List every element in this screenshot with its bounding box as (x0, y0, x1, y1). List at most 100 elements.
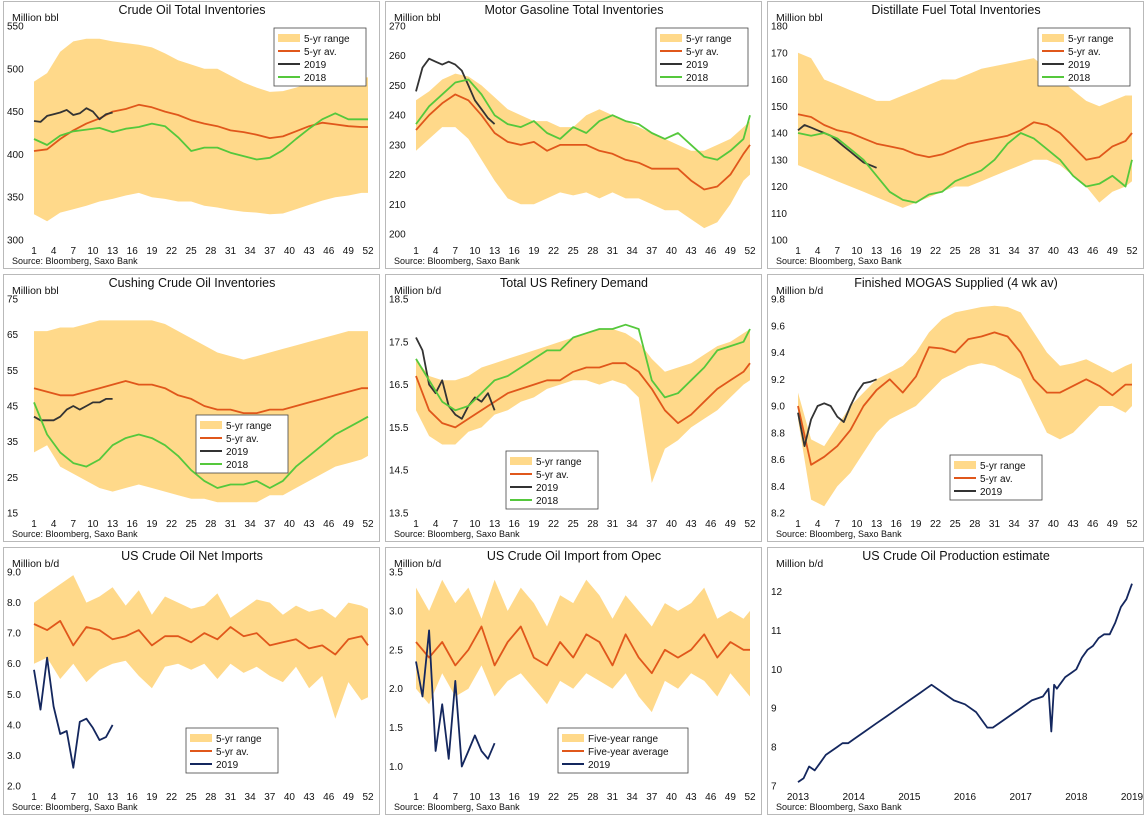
chart-title: Finished MOGAS Supplied (4 wk av) (854, 276, 1058, 290)
x-tick-label: 40 (666, 519, 678, 530)
x-tick-label: 31 (607, 246, 619, 257)
x-tick-label: 49 (343, 519, 355, 530)
x-tick-label: 40 (284, 519, 296, 530)
y-tick-label: 120 (771, 182, 788, 193)
y-axis-label: Million bbl (776, 12, 823, 24)
chart-source: Source: Bloomberg, Saxo Bank (394, 529, 520, 539)
legend-label: 2018 (226, 460, 249, 471)
series-line-1 (415, 362, 751, 429)
x-tick-label: 4 (433, 792, 439, 803)
y-tick-label: 4.0 (7, 720, 21, 731)
legend-label: 2019 (216, 760, 239, 771)
chart-title: Total US Refinery Demand (500, 276, 648, 290)
x-tick-label: 13 (107, 792, 119, 803)
x-tick-label: 13 (871, 519, 883, 530)
x-tick-label: 28 (205, 246, 217, 257)
chart-source: Source: Bloomberg, Saxo Bank (776, 256, 902, 266)
x-tick-label: 40 (1048, 246, 1060, 257)
y-tick-label: 18.5 (389, 295, 409, 306)
x-tick-label: 49 (1107, 519, 1119, 530)
x-tick-label: 4 (815, 246, 821, 257)
legend-label: 2019 (1068, 60, 1091, 71)
x-tick-label: 22 (548, 519, 560, 530)
series-line-0 (797, 583, 1133, 783)
chart-panel-opec-imports: US Crude Oil Import from Opec Million b/d… (385, 547, 762, 815)
series-line-2 (797, 124, 877, 169)
series-band-0 (798, 305, 1132, 507)
series-band-0 (34, 38, 368, 222)
chart-title: Cushing Crude Oil Inventories (109, 276, 276, 290)
y-tick-label: 25 (7, 473, 19, 484)
chart-panel-production: US Crude Oil Production estimate Million … (767, 547, 1144, 815)
y-tick-label: 500 (7, 64, 24, 75)
chart-title: Motor Gasoline Total Inventories (484, 3, 663, 17)
series-line-2 (33, 398, 113, 422)
y-tick-label: 10 (771, 665, 783, 676)
x-tick-label: 4 (433, 519, 439, 530)
legend-label: Five-year range (588, 734, 658, 745)
chart-svg: US Crude Oil Net Imports Million b/d 2.0 3.… (7, 549, 374, 812)
x-tick-label: 1 (413, 519, 419, 530)
x-tick-label: 52 (1126, 519, 1138, 530)
y-tick-label: 65 (7, 330, 19, 341)
y-tick-label: 3.0 (7, 751, 21, 762)
y-tick-label: 9.8 (771, 295, 785, 306)
x-tick-label: 10 (469, 246, 481, 257)
x-tick-label: 52 (744, 246, 756, 257)
series-line-3 (797, 132, 1133, 204)
chart-svg: Finished MOGAS Supplied (4 wk av) Million… (771, 276, 1138, 539)
y-tick-label: 35 (7, 437, 19, 448)
chart-svg: Distillate Fuel Total Inventories Million… (771, 3, 1138, 266)
chart-source: Source: Bloomberg, Saxo Bank (394, 802, 520, 812)
y-tick-label: 75 (7, 295, 19, 306)
series-line-3 (33, 402, 369, 489)
x-tick-label: 49 (725, 246, 737, 257)
x-tick-label: 2013 (787, 792, 810, 803)
y-tick-label: 260 (389, 51, 406, 62)
y-axis-label: Million bbl (12, 285, 59, 297)
y-tick-label: 9.4 (771, 348, 785, 359)
x-tick-label: 31 (989, 519, 1001, 530)
chart-title: US Crude Oil Import from Opec (487, 549, 661, 563)
legend-label: Five-year average (588, 747, 669, 758)
x-tick-label: 40 (284, 246, 296, 257)
y-tick-label: 180 (771, 22, 788, 33)
series-line-2 (33, 656, 114, 769)
x-tick-label: 1 (31, 519, 37, 530)
x-tick-label: 28 (969, 519, 981, 530)
y-tick-label: 8.2 (771, 509, 785, 520)
series-band-0 (416, 329, 750, 483)
y-tick-label: 160 (771, 75, 788, 86)
x-tick-label: 22 (930, 246, 942, 257)
x-tick-label: 34 (1009, 519, 1021, 530)
x-tick-label: 52 (744, 792, 756, 803)
x-tick-label: 13 (489, 246, 501, 257)
x-tick-label: 46 (323, 246, 335, 257)
x-tick-label: 25 (186, 246, 198, 257)
y-tick-label: 17.5 (389, 337, 409, 348)
series-line-2 (33, 107, 113, 123)
x-tick-label: 34 (627, 792, 639, 803)
x-tick-label: 13 (871, 246, 883, 257)
y-tick-label: 130 (771, 155, 788, 166)
x-tick-label: 10 (87, 519, 99, 530)
y-tick-label: 450 (7, 107, 24, 118)
y-tick-label: 9 (771, 704, 777, 715)
x-tick-label: 7 (835, 246, 841, 257)
y-tick-label: 8.6 (771, 455, 785, 466)
x-tick-label: 10 (87, 246, 99, 257)
x-tick-label: 25 (186, 519, 198, 530)
x-tick-label: 22 (166, 792, 178, 803)
x-tick-label: 49 (725, 792, 737, 803)
chart-source: Source: Bloomberg, Saxo Bank (12, 529, 138, 539)
y-tick-label: 5.0 (7, 690, 21, 701)
chart-svg: US Crude Oil Import from Opec Million b/d… (389, 549, 756, 812)
x-tick-label: 22 (166, 519, 178, 530)
x-tick-label: 43 (303, 246, 315, 257)
x-tick-label: 43 (303, 792, 315, 803)
x-tick-label: 4 (51, 792, 57, 803)
x-tick-label: 19 (910, 519, 922, 530)
legend-label: 5-yr av. (686, 47, 719, 58)
x-tick-label: 28 (587, 246, 599, 257)
y-tick-label: 12 (771, 587, 783, 598)
